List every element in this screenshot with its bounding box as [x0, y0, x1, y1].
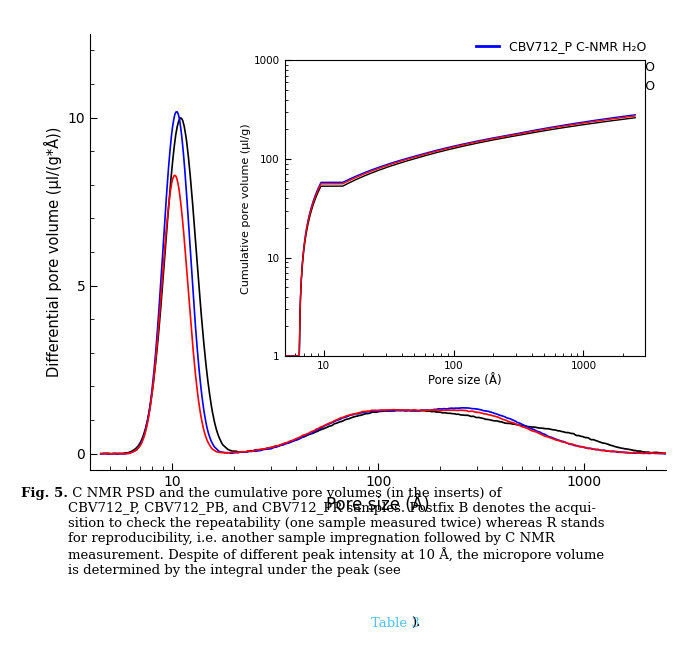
Y-axis label: Differential pore volume (μl/(g*Å)): Differential pore volume (μl/(g*Å)) [44, 127, 62, 377]
Y-axis label: Cumulative pore volume (μl/g): Cumulative pore volume (μl/g) [241, 123, 251, 294]
Text: Fig. 5.: Fig. 5. [21, 487, 68, 500]
Text: Table 3: Table 3 [371, 617, 420, 630]
Legend: CBV712_P C-NMR H₂O, CBV712_PB C-NMR H₂O, CBV712_PR C-NMR H₂O: CBV712_P C-NMR H₂O, CBV712_PB C-NMR H₂O,… [471, 36, 660, 97]
X-axis label: Pore size (Å): Pore size (Å) [428, 374, 502, 387]
Text: C NMR PSD and the cumulative pore volumes (in the inserts) of
CBV712_P, CBV712_P: C NMR PSD and the cumulative pore volume… [68, 487, 604, 577]
Text: ).: ). [411, 617, 421, 630]
X-axis label: Pore size (Å): Pore size (Å) [326, 495, 430, 514]
